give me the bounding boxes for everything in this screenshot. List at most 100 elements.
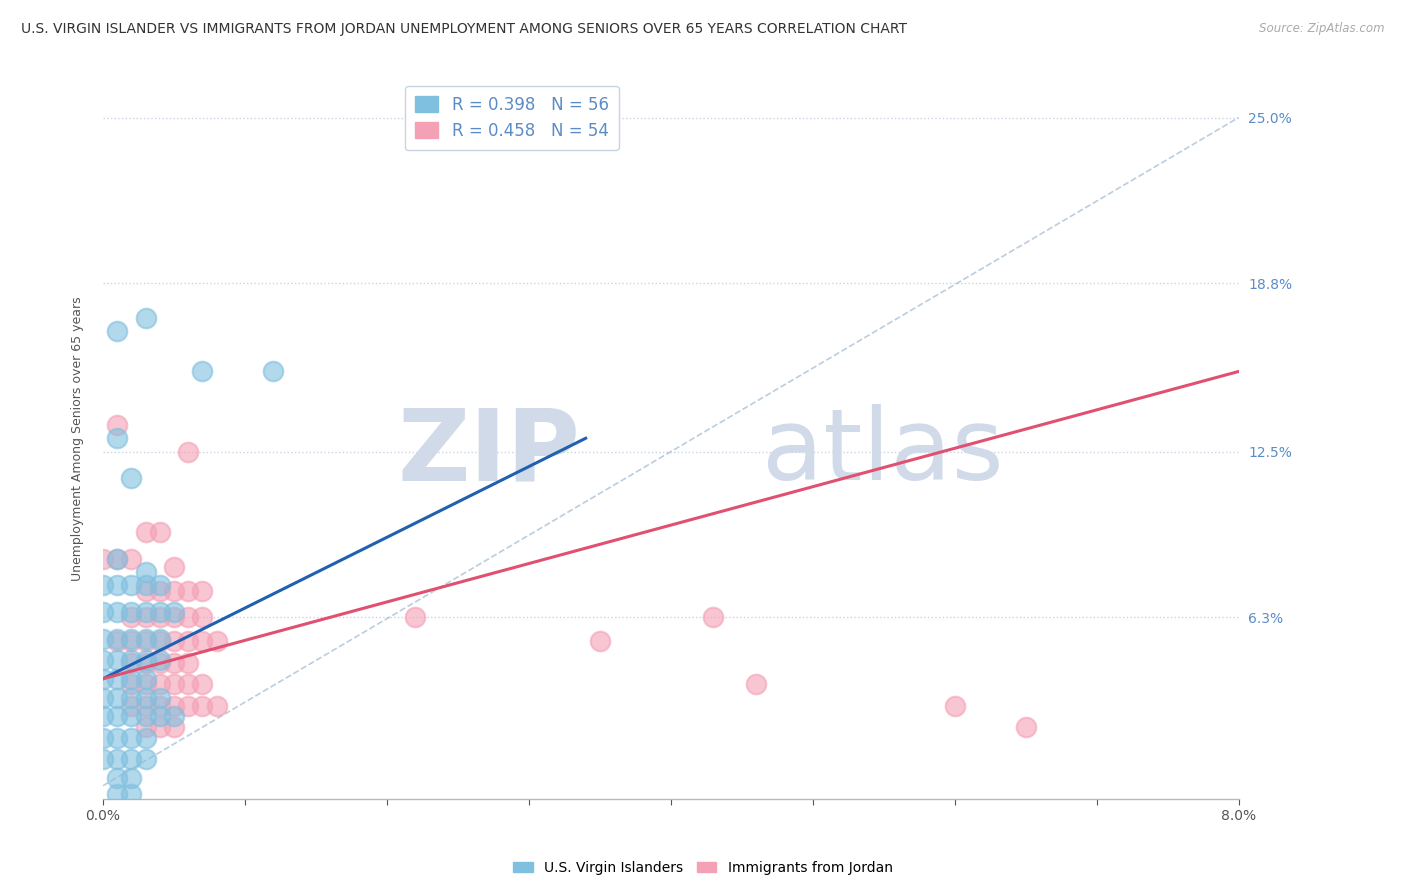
Point <box>149 656 172 670</box>
Point <box>135 565 157 579</box>
Point <box>105 771 128 785</box>
Point <box>105 690 128 705</box>
Point <box>163 610 186 624</box>
Point <box>163 605 186 619</box>
Point <box>191 364 214 378</box>
Point <box>105 731 128 745</box>
Point <box>105 417 128 432</box>
Point <box>135 310 157 325</box>
Point <box>105 551 128 566</box>
Point <box>149 632 172 646</box>
Point <box>91 709 114 723</box>
Point <box>745 677 768 691</box>
Point <box>135 634 157 648</box>
Point <box>163 656 186 670</box>
Point <box>120 752 142 766</box>
Point <box>120 632 142 646</box>
Point <box>163 634 186 648</box>
Point <box>149 634 172 648</box>
Point <box>105 787 128 801</box>
Point <box>191 634 214 648</box>
Point <box>120 634 142 648</box>
Point <box>120 731 142 745</box>
Point <box>149 709 172 723</box>
Point <box>105 605 128 619</box>
Text: Source: ZipAtlas.com: Source: ZipAtlas.com <box>1260 22 1385 36</box>
Point <box>163 583 186 598</box>
Point <box>91 731 114 745</box>
Point <box>120 578 142 592</box>
Text: atlas: atlas <box>762 404 1004 501</box>
Point <box>135 578 157 592</box>
Point <box>105 752 128 766</box>
Point <box>177 444 200 458</box>
Point <box>149 720 172 734</box>
Point <box>135 709 157 723</box>
Y-axis label: Unemployment Among Seniors over 65 years: Unemployment Among Seniors over 65 years <box>72 296 84 581</box>
Text: ZIP: ZIP <box>396 404 581 501</box>
Point <box>177 698 200 713</box>
Point <box>177 610 200 624</box>
Point <box>135 653 157 667</box>
Point <box>262 364 284 378</box>
Point <box>404 610 426 624</box>
Point <box>135 720 157 734</box>
Point <box>191 677 214 691</box>
Point <box>135 632 157 646</box>
Point <box>120 605 142 619</box>
Point <box>120 787 142 801</box>
Point <box>91 578 114 592</box>
Point <box>135 690 157 705</box>
Point <box>177 677 200 691</box>
Point <box>120 656 142 670</box>
Point <box>1015 720 1038 734</box>
Point <box>105 578 128 592</box>
Point <box>120 709 142 723</box>
Point <box>91 551 114 566</box>
Point <box>91 653 114 667</box>
Point <box>105 431 128 445</box>
Legend: U.S. Virgin Islanders, Immigrants from Jordan: U.S. Virgin Islanders, Immigrants from J… <box>508 855 898 880</box>
Point <box>702 610 724 624</box>
Point <box>105 551 128 566</box>
Point <box>177 583 200 598</box>
Point <box>149 578 172 592</box>
Point <box>105 632 128 646</box>
Point <box>149 653 172 667</box>
Point <box>163 709 186 723</box>
Point <box>105 324 128 338</box>
Point <box>163 720 186 734</box>
Point <box>163 559 186 574</box>
Point <box>177 634 200 648</box>
Point <box>91 690 114 705</box>
Point <box>943 698 966 713</box>
Point <box>135 583 157 598</box>
Point <box>191 610 214 624</box>
Point <box>105 634 128 648</box>
Point <box>120 672 142 686</box>
Point <box>120 610 142 624</box>
Point <box>105 709 128 723</box>
Point <box>91 605 114 619</box>
Point <box>149 583 172 598</box>
Point <box>191 698 214 713</box>
Point <box>105 653 128 667</box>
Point <box>135 731 157 745</box>
Point <box>120 677 142 691</box>
Point <box>205 634 228 648</box>
Point <box>120 698 142 713</box>
Point <box>91 752 114 766</box>
Point <box>120 551 142 566</box>
Point <box>589 634 612 648</box>
Point <box>149 610 172 624</box>
Point <box>163 677 186 691</box>
Point <box>135 656 157 670</box>
Point <box>149 524 172 539</box>
Text: U.S. VIRGIN ISLANDER VS IMMIGRANTS FROM JORDAN UNEMPLOYMENT AMONG SENIORS OVER 6: U.S. VIRGIN ISLANDER VS IMMIGRANTS FROM … <box>21 22 907 37</box>
Point <box>149 698 172 713</box>
Point <box>120 690 142 705</box>
Point <box>135 698 157 713</box>
Point <box>205 698 228 713</box>
Point <box>135 677 157 691</box>
Point <box>91 632 114 646</box>
